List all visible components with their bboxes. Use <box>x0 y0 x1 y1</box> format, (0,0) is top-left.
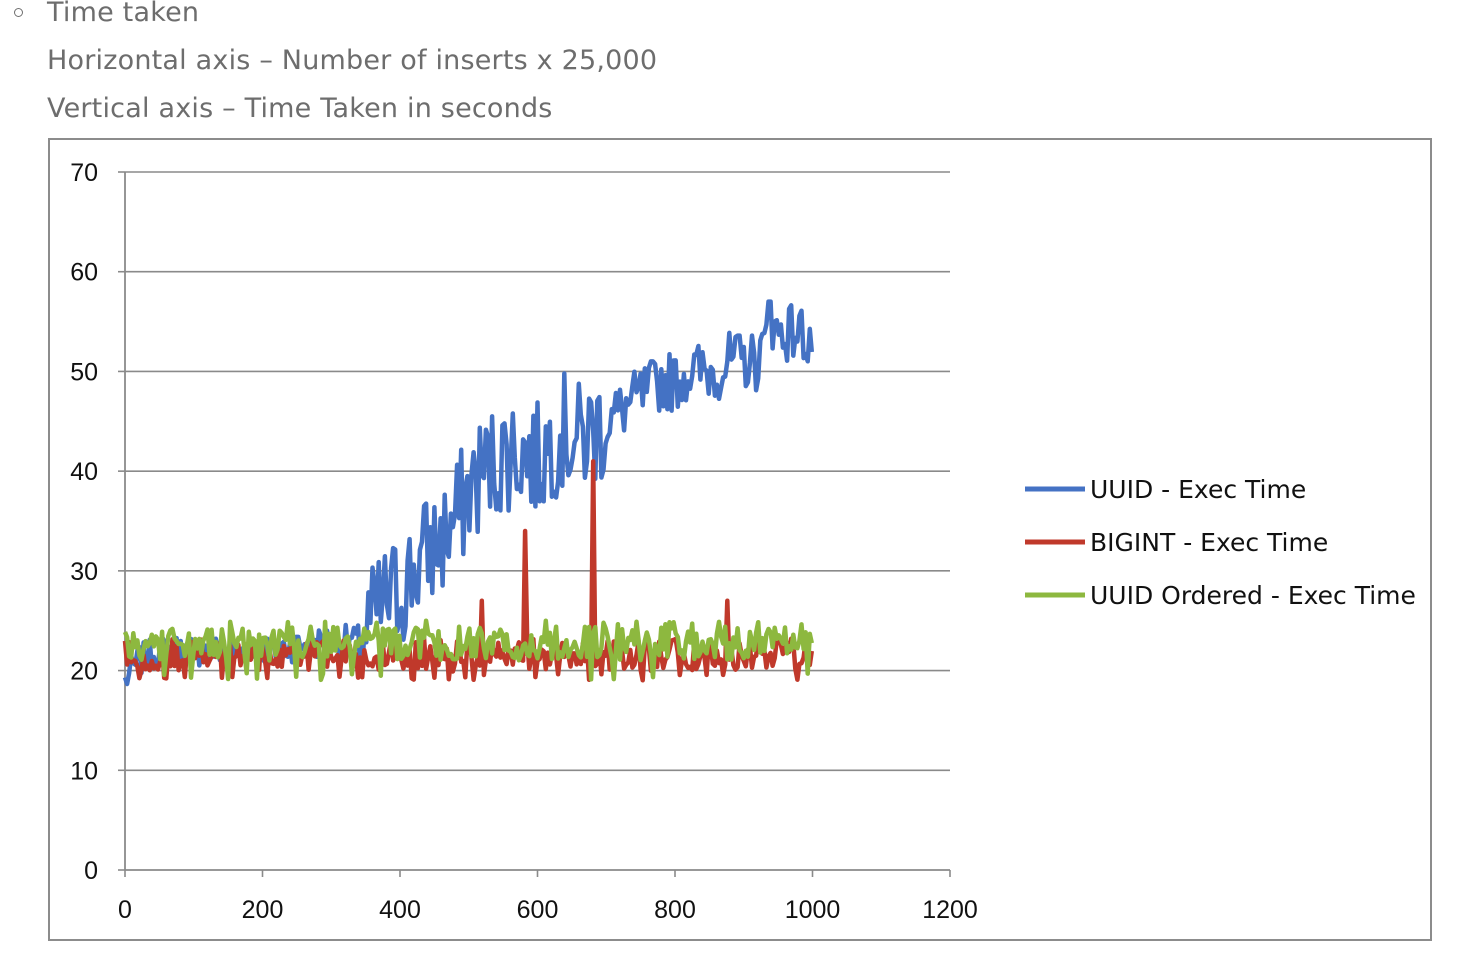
bullet-icon <box>14 8 23 17</box>
bullet-title: Time taken <box>47 0 200 28</box>
y-tick-label-30: 30 <box>70 558 98 586</box>
chart-frame: 0 10 20 30 40 50 60 70 0 200 400 600 800 1000 1200 UUID… <box>48 138 1432 941</box>
y-tick-label-40: 40 <box>70 458 98 486</box>
x-tick-label-1000: 1000 <box>785 896 841 924</box>
legend-label-bigint-exec-time: BIGINT - Exec Time <box>1090 528 1328 557</box>
legend-label-uuid-ordered-exec-time: UUID Ordered - Exec Time <box>1090 581 1416 610</box>
x-tick-label-600: 600 <box>517 896 559 924</box>
vertical-axis-note: Vertical axis – Time Taken in seconds <box>47 93 553 124</box>
y-tick-label-50: 50 <box>70 358 98 386</box>
y-tick-label-20: 20 <box>70 658 98 686</box>
y-tick-label-60: 60 <box>70 259 98 287</box>
y-tick-label-10: 10 <box>70 757 98 785</box>
line-chart: 0 10 20 30 40 50 60 70 0 200 400 600 800 1000 1200 UUID… <box>70 159 1416 924</box>
horizontal-axis-note: Horizontal axis – Number of inserts x 25… <box>47 45 658 76</box>
y-tick-label-70: 70 <box>70 159 98 187</box>
x-tick-label-0: 0 <box>118 896 132 924</box>
legend-label-uuid-exec-time: UUID - Exec Time <box>1090 475 1306 504</box>
x-tick-label-800: 800 <box>654 896 696 924</box>
series-uuid-ordered-line <box>122 618 814 683</box>
y-tick-label-0: 0 <box>84 857 98 885</box>
x-tick-label-400: 400 <box>379 896 421 924</box>
x-tick-label-1200: 1200 <box>922 896 978 924</box>
x-tick-label-200: 200 <box>242 896 284 924</box>
